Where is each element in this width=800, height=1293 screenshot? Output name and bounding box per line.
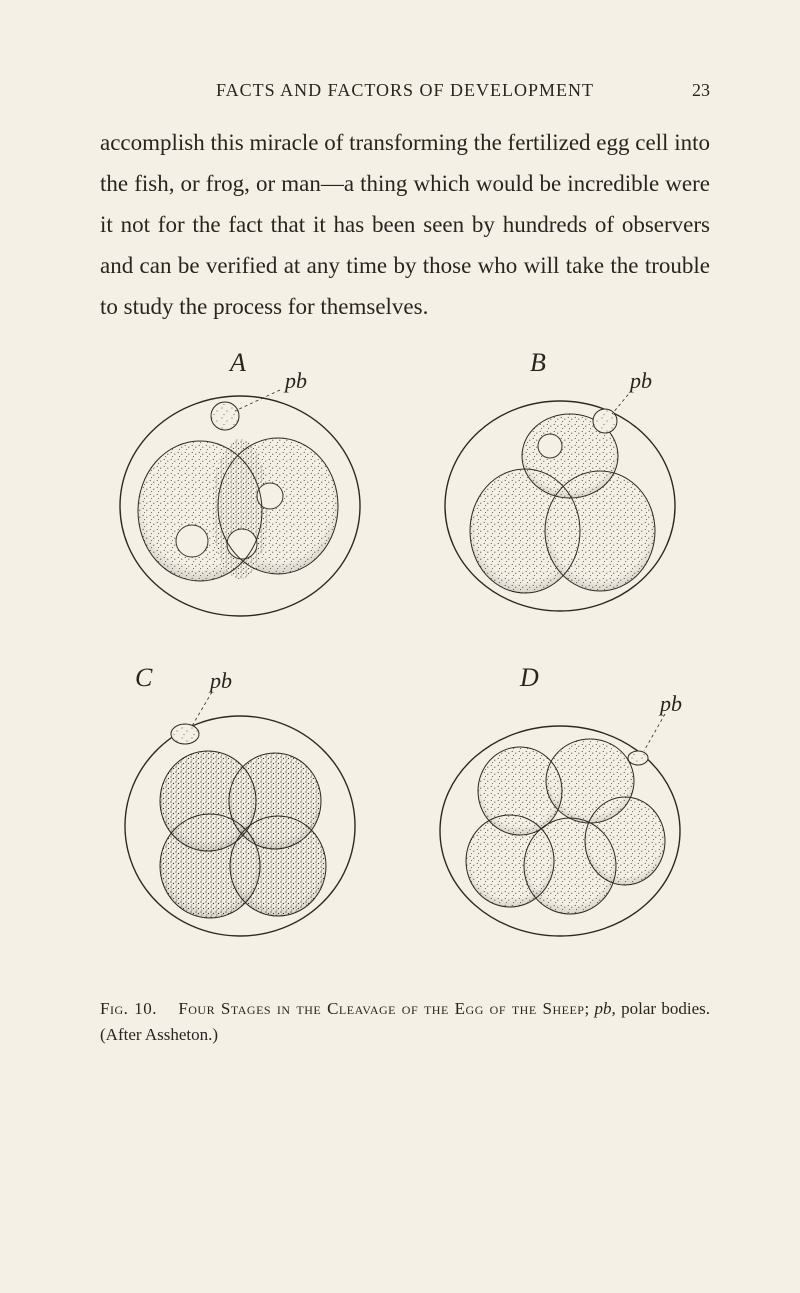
panel-C: C pb (125, 663, 355, 936)
panel-B-pb-label: pb (628, 368, 652, 393)
running-header: FACTS AND FACTORS OF DEVELOPMENT 23 (100, 80, 710, 101)
caption-tail-pre: ; (584, 999, 594, 1018)
panel-D-pb-label: pb (658, 691, 682, 716)
page: FACTS AND FACTORS OF DEVELOPMENT 23 acco… (0, 0, 800, 1293)
caption-space1 (162, 999, 173, 1018)
panel-A-label: A (228, 348, 246, 377)
panel-C-label: C (135, 663, 153, 692)
panel-B-label: B (530, 348, 546, 377)
caption-title: Four Stages in the Cleavage of the Egg o… (178, 999, 584, 1018)
caption-lead: Fig. 10. (100, 999, 157, 1018)
figure-caption: Fig. 10. Four Stages in the Cleavage of … (100, 996, 710, 1049)
caption-pb: pb, (595, 999, 616, 1018)
body-paragraph: accomplish this miracle of transforming … (100, 123, 710, 328)
panel-B: B pb (445, 348, 675, 611)
panel-A-pb-label: pb (283, 368, 307, 393)
panel-C-pb-label: pb (208, 668, 232, 693)
figure-10: A (100, 346, 710, 1049)
page-number: 23 (670, 80, 710, 101)
running-head-text: FACTS AND FACTORS OF DEVELOPMENT (140, 80, 670, 101)
panel-D-label: D (519, 663, 539, 692)
figure-svg: A (100, 346, 710, 986)
panel-D: D (440, 663, 682, 936)
panel-A: A (120, 348, 360, 616)
